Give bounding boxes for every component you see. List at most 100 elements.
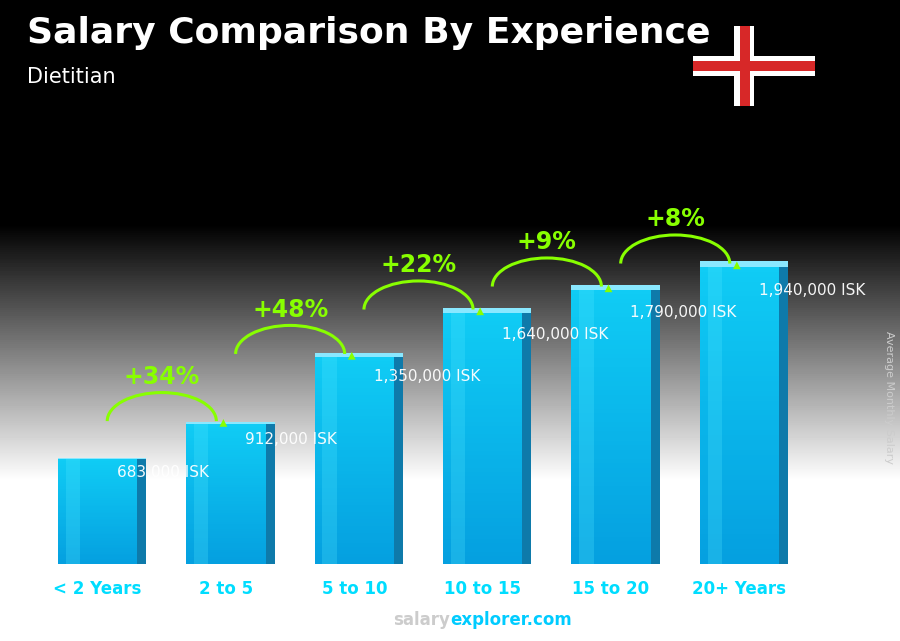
Bar	[186, 445, 266, 447]
Bar	[314, 367, 394, 371]
Text: 1,640,000 ISK: 1,640,000 ISK	[502, 326, 608, 342]
Bar	[314, 464, 394, 467]
Bar	[58, 489, 138, 491]
Bar	[186, 499, 266, 501]
Bar	[443, 338, 523, 342]
Bar	[443, 367, 523, 371]
Bar	[572, 487, 651, 491]
Bar	[572, 500, 651, 504]
Bar	[314, 488, 394, 492]
Bar	[699, 504, 779, 510]
Bar	[58, 526, 138, 528]
Bar	[443, 313, 523, 317]
Bar	[443, 401, 523, 405]
Bar	[186, 436, 266, 438]
Bar	[314, 353, 403, 357]
Bar	[186, 513, 266, 515]
Bar	[699, 370, 779, 376]
Bar	[572, 560, 651, 564]
Bar	[58, 562, 138, 564]
Bar	[572, 386, 651, 390]
Bar	[186, 457, 266, 459]
Bar	[572, 418, 651, 422]
Bar	[443, 351, 523, 354]
Bar	[314, 502, 394, 506]
Bar	[443, 451, 523, 455]
Text: Dietitian: Dietitian	[27, 67, 115, 87]
FancyArrowPatch shape	[733, 262, 741, 269]
Bar	[58, 535, 138, 536]
Bar	[699, 475, 779, 480]
Bar	[186, 494, 266, 497]
Bar	[699, 515, 779, 519]
Bar	[443, 460, 523, 463]
Bar	[314, 540, 394, 544]
Bar	[443, 535, 523, 539]
Bar	[314, 557, 394, 561]
Bar	[572, 509, 651, 514]
Bar	[314, 478, 394, 481]
Bar	[58, 524, 138, 526]
Bar	[314, 550, 394, 554]
Bar	[699, 499, 779, 504]
Bar	[58, 512, 138, 513]
Bar	[58, 461, 138, 463]
Bar	[314, 533, 394, 537]
Bar	[699, 455, 779, 460]
Bar	[699, 390, 779, 395]
Text: 1,350,000 ISK: 1,350,000 ISK	[374, 369, 480, 383]
Bar	[699, 450, 779, 455]
Bar	[314, 512, 394, 516]
Bar	[58, 503, 138, 504]
Bar	[314, 471, 394, 474]
FancyArrowPatch shape	[605, 285, 612, 292]
Bar	[699, 480, 779, 485]
Bar	[186, 476, 266, 478]
Bar	[314, 516, 394, 519]
Bar	[699, 435, 779, 440]
Bar	[58, 484, 138, 486]
Bar	[699, 490, 779, 495]
FancyArrowPatch shape	[348, 352, 356, 360]
Bar	[699, 519, 779, 524]
Bar	[186, 531, 266, 534]
Bar	[186, 553, 266, 554]
Text: explorer.com: explorer.com	[450, 612, 572, 629]
Bar	[314, 426, 394, 429]
Bar	[186, 487, 266, 490]
Bar	[394, 357, 403, 564]
Bar	[443, 522, 523, 526]
Bar	[572, 514, 651, 519]
Bar	[58, 460, 138, 461]
Bar	[734, 26, 754, 106]
Bar	[186, 543, 266, 545]
Bar	[443, 505, 523, 510]
Bar	[58, 540, 138, 542]
Bar	[186, 443, 266, 445]
Bar	[443, 488, 523, 493]
Bar	[443, 547, 523, 551]
Bar	[699, 262, 788, 267]
Bar	[58, 458, 147, 460]
Bar	[186, 485, 266, 487]
Bar	[572, 555, 651, 560]
Bar	[699, 440, 779, 445]
Bar	[58, 468, 138, 470]
Bar	[58, 492, 138, 494]
Bar	[266, 424, 274, 564]
Bar	[314, 378, 394, 381]
Bar	[443, 455, 523, 460]
Bar	[699, 426, 779, 430]
Bar	[699, 554, 779, 559]
Bar	[443, 397, 523, 401]
Bar	[699, 381, 779, 386]
Bar	[186, 524, 266, 527]
Bar	[443, 493, 523, 497]
Bar	[314, 509, 394, 512]
Bar	[572, 345, 651, 349]
Bar	[572, 532, 651, 537]
Bar	[58, 463, 138, 465]
Bar	[572, 299, 651, 303]
Bar	[58, 533, 138, 535]
Bar	[58, 473, 138, 475]
